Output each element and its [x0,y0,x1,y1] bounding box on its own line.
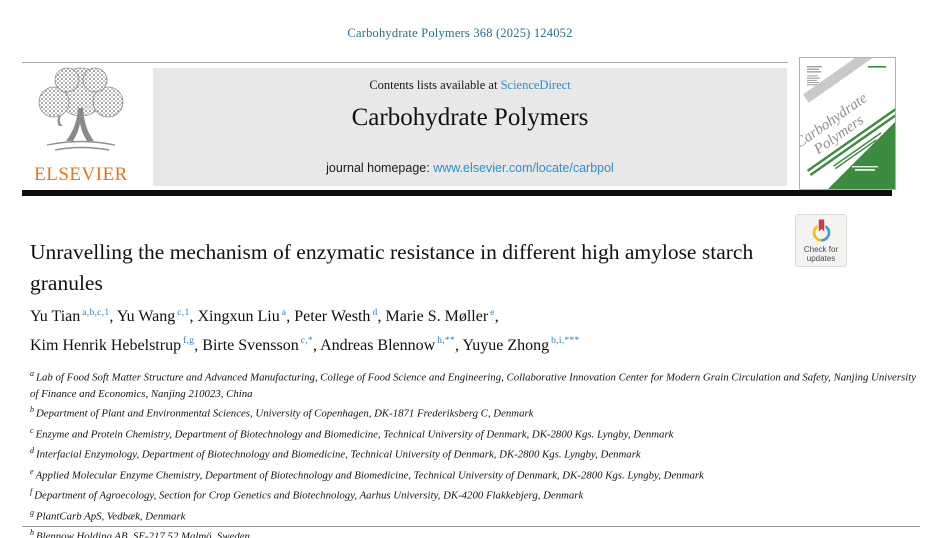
affiliation-label: b [30,405,34,415]
bottom-divider [22,526,920,527]
contents-line: Contents lists available at ScienceDirec… [153,78,787,93]
affiliation-item: g PlantCarb ApS, Vedbæk, Denmark [30,507,186,523]
affiliation-label: h [30,528,34,538]
author-superscript: c,1 [177,308,190,318]
author-superscript: f,g [183,336,195,347]
author-list: Yu Tian a,b,c,1, Yu Wang c,1, Xingxun Liu a… [30,301,770,358]
author-superscript: e [490,308,495,318]
author-line-2: Kim Henrik Hebelstrup f,g, Birte Svensson… [30,329,770,357]
author-item: Andreas Blennow h,**, [320,336,463,354]
top-divider [22,62,788,63]
author-superscript: h,** [437,336,456,347]
affiliation-label: c [30,425,34,435]
affiliation-label: e [30,466,34,476]
author-item: Birte Svensson c,*, [202,336,321,354]
cover-issn-text [868,66,886,68]
affiliation-item: a Lab of Food Soft Matter Structure and A… [30,369,917,400]
crossmark-icon [812,218,830,242]
affiliation-label: d [30,446,34,456]
affiliation-list: a Lab of Food Soft Matter Structure and A… [30,366,918,538]
author-item: Yu Wang c,1, [116,308,198,326]
badge-label: Check for updates [803,245,839,263]
author-item: Yu Tian a,b,c,1, [30,308,117,326]
author-superscript: a [281,308,287,318]
journal-title: Carbohydrate Polymers [351,104,589,131]
affiliation-item: c Enzyme and Protein Chemistry, Departmen… [30,425,674,441]
cover-art: Carbohydrate Polymers [800,58,895,189]
affiliation-item: b Department of Plant and Environmental S… [30,405,534,420]
affiliation-label: a [30,369,34,378]
journal-cover-thumbnail: Carbohydrate Polymers [799,57,896,190]
homepage-prefix: journal homepage: [326,161,434,175]
journal-homepage-link[interactable]: www.elsevier.com/locate/carbpol [433,161,614,175]
elsevier-logo: ELSEVIER [26,66,136,186]
author-item: Peter Westh d, [294,308,386,326]
author-item: Kim Henrik Hebelstrup f,g, [30,336,203,354]
affiliation-item: d Interfacial Enzymology, Department of B… [30,446,641,461]
author-line-1: Yu Tian a,b,c,1, Yu Wang c,1, Xingxun Liu a… [30,301,770,329]
homepage-line: journal homepage: www.elsevier.com/locat… [153,161,787,175]
author-superscript: b,i,*** [551,336,580,347]
author-superscript: c,* [300,336,313,347]
check-for-updates-badge[interactable]: Check for updates [795,214,847,267]
affiliation-item: f Department of Agroecology, Section for … [30,487,584,502]
header-rule [22,190,892,196]
author-superscript: d [372,308,378,318]
journal-header-banner: Contents lists available at ScienceDirec… [153,68,787,186]
affiliation-label: g [30,507,34,517]
sciencedirect-link[interactable]: ScienceDirect [500,78,571,92]
author-item: Yuyue Zhong b,i,*** [462,336,580,354]
elsevier-tree-icon [38,67,124,151]
affiliation-item: e Applied Molecular Enzyme Chemistry, Dep… [30,466,704,482]
elsevier-wordmark: ELSEVIER [34,164,128,185]
cover-fine-print-left [807,66,822,86]
author-superscript: a,b,c,1 [82,308,110,318]
author-item: Xingxun Liu a, [197,308,295,326]
article-title: Unravelling the mechanism of enzymatic r… [30,240,754,295]
journal-citation: Carbohydrate Polymers 368 (2025) 124052 [347,26,573,40]
contents-prefix: Contents lists available at [369,78,501,92]
affiliation-label: f [30,487,33,497]
author-item: Marie S. Møller e, [385,308,499,326]
affiliation-item: h Blennow Holding AB, SE-217 52 Malmö, Sw… [30,528,250,538]
